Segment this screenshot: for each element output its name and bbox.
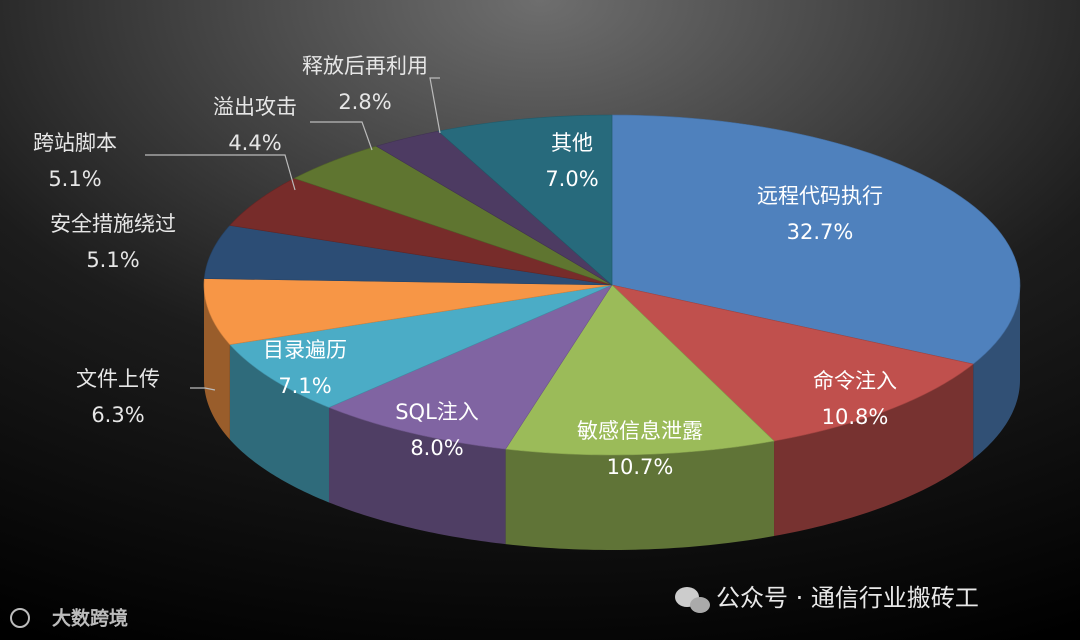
value-label: 10.7% <box>607 455 674 479</box>
slice <box>229 177 613 286</box>
labels: 远程代码执行 32.7% 命令注入 10.8% 敏感信息泄露 10.7% SQL注入 8.0%… <box>33 54 897 479</box>
leader-line <box>190 387 216 391</box>
value-label: 7.0% <box>545 167 598 191</box>
slice-top <box>229 177 613 286</box>
slice-top <box>293 145 613 286</box>
slice-top <box>611 114 1021 365</box>
slice-label: 跨站脚本 <box>33 131 117 155</box>
slice-label: 安全措施绕过 <box>50 212 176 236</box>
slice-label: 释放后再利用 <box>302 54 428 78</box>
slice-label: 目录遍历 <box>263 338 347 362</box>
slice <box>505 284 775 550</box>
value-label: 8.0% <box>410 436 463 460</box>
slice <box>203 225 613 286</box>
watermark-right: 公众号 · 通信行业搬砖工 <box>675 584 979 613</box>
slice-label: 其他 <box>551 131 593 155</box>
slice <box>375 130 613 286</box>
slice-label: 敏感信息泄露 <box>577 419 703 443</box>
slice <box>203 278 613 440</box>
value-label: 4.4% <box>228 131 281 155</box>
slice-top <box>328 284 613 450</box>
slice-top <box>611 284 974 442</box>
slice <box>611 284 974 537</box>
slice-top <box>203 278 613 345</box>
wechat-icon <box>690 597 710 613</box>
leader-line <box>429 77 441 134</box>
slice <box>328 284 613 545</box>
leader-line <box>310 121 373 151</box>
slice <box>437 114 613 286</box>
slice-label: 溢出攻击 <box>213 95 297 119</box>
watermark-text: 公众号 · 通信行业搬砖工 <box>716 584 979 612</box>
watermark-text: 大数跨境 <box>52 607 128 630</box>
slice-label: SQL注入 <box>395 400 479 424</box>
slice-label: 命令注入 <box>813 369 897 393</box>
value-label: 10.8% <box>822 405 889 429</box>
pie <box>203 114 1021 550</box>
slice-top <box>229 284 613 408</box>
value-label: 6.3% <box>91 403 144 427</box>
value-label: 7.1% <box>278 374 331 398</box>
logo <box>10 608 30 628</box>
watermark-left: 大数跨境 <box>10 607 128 630</box>
slice <box>229 284 613 503</box>
slice-side <box>204 285 230 440</box>
leader-line <box>145 154 296 191</box>
slice-top <box>437 114 613 286</box>
slice-label: 文件上传 <box>76 367 160 391</box>
value-label: 2.8% <box>338 90 391 114</box>
value-label: 32.7% <box>787 220 854 244</box>
slice <box>293 145 613 286</box>
slice-top <box>505 284 775 456</box>
slice-side <box>774 364 974 537</box>
slice-top <box>375 130 613 286</box>
slice-side <box>505 441 775 550</box>
slice-top <box>203 225 613 286</box>
slice-side <box>328 407 506 545</box>
slice-side <box>229 344 329 503</box>
slice-label: 远程代码执行 <box>757 184 883 208</box>
slice-side <box>973 285 1020 460</box>
value-label: 5.1% <box>86 248 139 272</box>
slice <box>611 114 1021 460</box>
value-label: 5.1% <box>48 167 101 191</box>
